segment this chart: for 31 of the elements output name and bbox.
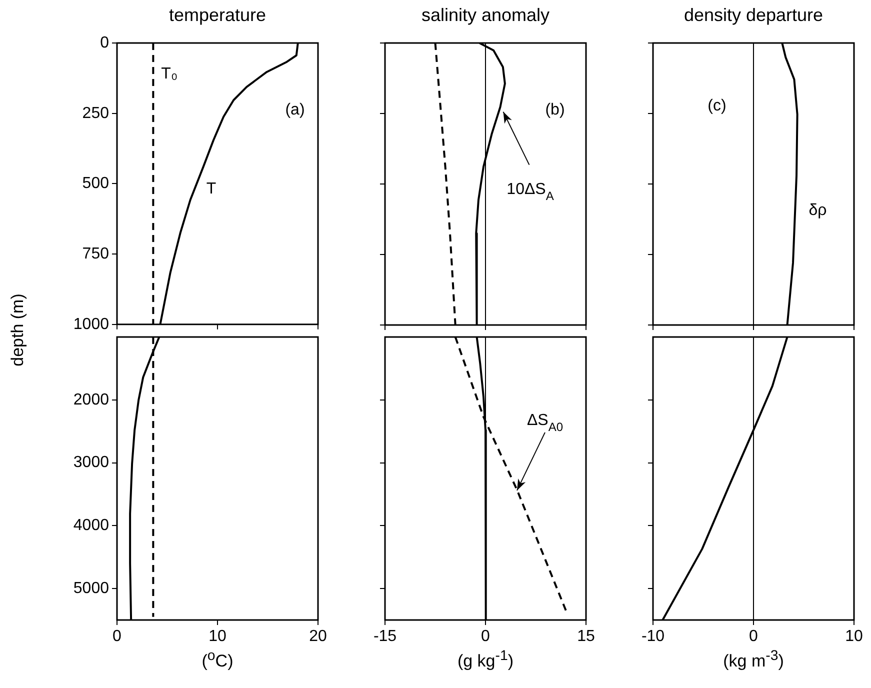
x-tick-label: 10 xyxy=(845,628,863,646)
x-tick-label: 20 xyxy=(309,628,327,646)
x-tick-label: 10 xyxy=(208,628,226,646)
chart-title: salinity anomaly xyxy=(420,5,551,26)
x-axis-title: (g kg$^{-1}$) xyxy=(456,648,515,672)
x-tick-label: -15 xyxy=(373,628,397,646)
y-tick-label: 5000 xyxy=(73,580,110,597)
annotation: T₀ xyxy=(161,65,178,82)
y-tick-label: 500 xyxy=(82,175,110,192)
y-tick-label: 2000 xyxy=(73,391,110,408)
y-tick-label: 250 xyxy=(82,104,110,122)
annotation: T xyxy=(206,180,216,198)
x-tick-label: 0 xyxy=(112,628,122,646)
annotation: (a) xyxy=(285,101,305,118)
y-tick-label: 4000 xyxy=(73,517,110,534)
y-tick-label: 1000 xyxy=(73,316,110,333)
annotation: (b) xyxy=(545,101,565,118)
x-tick-label: 0 xyxy=(749,628,758,646)
x-tick-label: -10 xyxy=(641,628,665,646)
annotation: (c) xyxy=(708,97,726,114)
y-tick-label: 3000 xyxy=(73,454,110,472)
x-axis-title: ($^{o}$C) xyxy=(200,648,234,672)
y-tick-label: 750 xyxy=(82,245,110,262)
x-axis-title: (kg m$^{-3}$) xyxy=(722,648,785,672)
y-tick-label: 0 xyxy=(100,34,110,52)
annotation: δρ xyxy=(808,202,827,220)
chart-title: temperature xyxy=(168,5,268,26)
chart-title: density departure xyxy=(682,5,824,26)
x-tick-label: 0 xyxy=(481,628,490,646)
x-tick-label: 15 xyxy=(577,628,595,646)
y-axis-title: depth (m) xyxy=(8,292,28,368)
